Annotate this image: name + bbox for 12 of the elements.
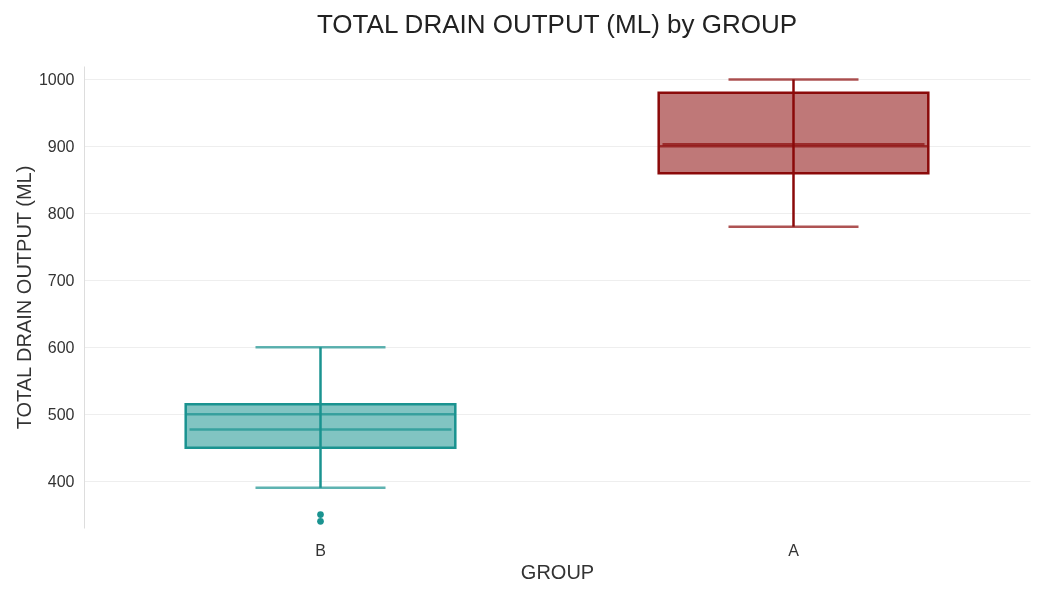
- y-tick-label: 1000: [38, 70, 75, 88]
- y-tick-label: 700: [47, 271, 75, 289]
- y-tick-label: 600: [47, 338, 75, 356]
- y-tick-label: 900: [47, 137, 75, 155]
- y-tick-label: 800: [47, 204, 75, 222]
- y-tick-label: 500: [47, 405, 75, 423]
- x-axis-title: GROUP: [520, 560, 595, 583]
- y-tick-label: 400: [47, 472, 75, 490]
- y-axis-title: TOTAL DRAIN OUTPUT (ML): [12, 165, 35, 430]
- chart-title: TOTAL DRAIN OUTPUT (ML) by GROUP: [316, 9, 798, 39]
- x-tick-label: B: [315, 541, 326, 559]
- x-tick-label: A: [788, 541, 800, 559]
